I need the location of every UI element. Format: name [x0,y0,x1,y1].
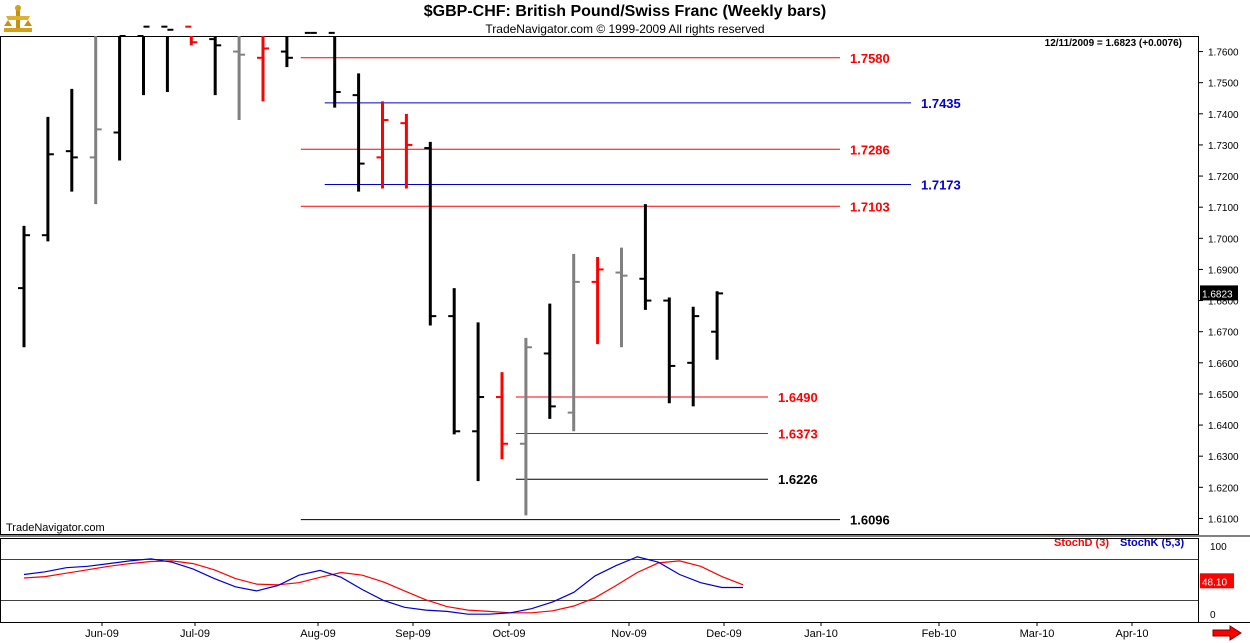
last-price-label: 1.6823 [1202,289,1233,300]
level-label: 1.7435 [921,96,961,111]
stoch-series-line [23,560,744,614]
y-tick-label: 1.6600 [1208,359,1239,370]
last-quote: 12/11/2009 = 1.6823 (+0.0076) [1044,38,1182,49]
y-tick-label: 1.6300 [1208,452,1239,463]
y-tick-label: 1.6700 [1208,328,1239,339]
x-tick-label: Aug-09 [300,628,335,640]
chart-copyright: TradeNavigator.com © 1999-2009 All right… [485,22,765,36]
stoch-k-legend: StochK (5,3) [1120,537,1185,549]
y-tick-label: 1.6800 [1208,297,1239,308]
x-tick-label: Jan-10 [804,628,838,640]
stoch-d-legend: StochD (3) [1054,537,1109,549]
x-tick-label: Feb-10 [922,628,957,640]
x-tick-label: Jul-09 [180,628,210,640]
x-tick-label: Nov-09 [611,628,646,640]
level-label: 1.7580 [850,51,890,66]
stoch-panel-frame [0,538,1199,623]
level-label: 1.6490 [778,390,818,405]
y-tick-label: 1.7000 [1208,234,1239,245]
last-price-box [1200,285,1238,301]
level-label: 1.6226 [778,472,818,487]
stoch-y-tick-label: 100 [1210,542,1227,553]
y-tick-label: 1.7400 [1208,110,1239,121]
y-tick-label: 1.6900 [1208,265,1239,276]
y-tick-label: 1.7200 [1208,172,1239,183]
y-tick-label: 1.7100 [1208,203,1239,214]
y-tick-label: 1.7600 [1208,48,1239,59]
level-label: 1.7286 [850,142,890,157]
scroll-right-arrow-icon[interactable] [1212,625,1242,641]
level-label: 1.6373 [778,426,818,441]
watermark: TradeNavigator.com [6,522,105,534]
y-tick-label: 1.7300 [1208,141,1239,152]
x-tick-label: Sep-09 [395,628,430,640]
y-tick-label: 1.6100 [1208,514,1239,525]
stoch-series-line [23,556,743,615]
stoch-y-tick-label: 0 [1210,610,1216,621]
trade-navigator-logo-icon [4,5,32,32]
level-label: 1.7173 [921,177,961,192]
x-tick-label: Oct-09 [492,628,525,640]
stoch-last-value-label: 48.10 [1202,577,1227,588]
stoch-last-value-box [1200,573,1234,589]
y-tick-label: 1.6400 [1208,421,1239,432]
y-tick-label: 1.6500 [1208,390,1239,401]
chart-title: $GBP-CHF: British Pound/Swiss Franc (Wee… [423,3,827,20]
x-tick-label: Apr-10 [1115,628,1148,640]
x-tick-label: Dec-09 [706,628,741,640]
level-label: 1.6096 [850,513,890,528]
y-tick-label: 1.6200 [1208,483,1239,494]
price-panel-frame [0,36,1199,535]
x-tick-label: Mar-10 [1020,628,1055,640]
level-label: 1.7103 [850,199,890,214]
x-tick-label: Jun-09 [85,628,119,640]
y-tick-label: 1.7500 [1208,79,1239,90]
